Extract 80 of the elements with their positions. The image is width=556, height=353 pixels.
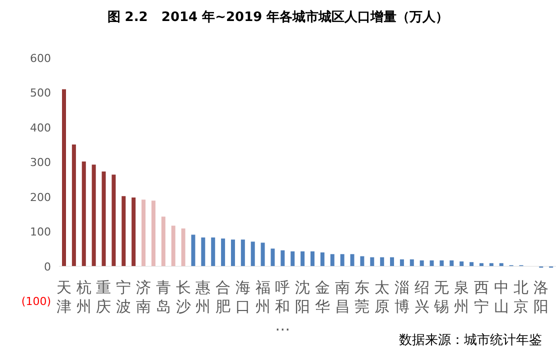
bar: [290, 251, 295, 266]
bar: [400, 259, 404, 266]
y-tick-label: 300: [30, 156, 51, 170]
y-tick-label: 500: [30, 86, 51, 100]
y-tick-label: (100): [21, 295, 51, 308]
bar: [250, 242, 255, 266]
bar: [360, 256, 364, 266]
bar: [489, 263, 494, 266]
bar: [171, 226, 176, 266]
x-tick-label: 无锡: [433, 278, 450, 316]
x-tick-label: 绍兴: [414, 278, 430, 316]
x-tick-label: 中山: [494, 278, 509, 316]
bar: [132, 198, 136, 266]
x-tick-label: 杭州: [75, 278, 92, 316]
bar: [221, 238, 226, 266]
x-tick-label: 呼和…: [275, 278, 290, 334]
x-tick-label: 海口: [235, 278, 250, 316]
chart-title: 图 2.2 2014 年~2019 年各城市城区人口增量（万人）: [106, 8, 450, 26]
bar: [370, 257, 374, 266]
x-tick-label: 重庆: [96, 278, 112, 316]
x-tick-label: 东莞: [354, 278, 370, 316]
source-note: 数据来源：城市统计年鉴: [399, 332, 542, 349]
bar: [340, 254, 344, 266]
x-tick-label: 惠州: [194, 278, 211, 316]
y-tick-label: 200: [30, 190, 51, 204]
y-tick-label: 100: [30, 226, 51, 239]
bar: [230, 240, 235, 266]
x-tick-label: 沈阳: [295, 278, 310, 316]
x-tick-label: 宁波: [116, 278, 132, 316]
x-tick-label: 长沙: [176, 278, 191, 316]
bar: [300, 251, 305, 266]
bar: [320, 252, 324, 266]
bar: [310, 251, 314, 266]
bar: [280, 250, 285, 266]
x-tick-label: 青岛: [156, 278, 171, 316]
bar: [440, 260, 444, 266]
bar: [62, 89, 66, 266]
bar: [460, 261, 464, 266]
bar: [240, 240, 245, 266]
bar: [499, 263, 504, 266]
x-tick-label: 金华: [314, 278, 330, 316]
bar: [112, 174, 116, 266]
bar: [122, 196, 126, 266]
x-tick-label: 合肥: [216, 278, 231, 316]
bar: [380, 257, 384, 266]
bar: [102, 172, 106, 266]
bar: [211, 237, 216, 266]
x-tick-label: 福州: [255, 278, 270, 316]
bar: [470, 262, 474, 266]
bar: [161, 216, 166, 266]
x-tick-label: 太原: [374, 278, 390, 316]
bar: [270, 248, 275, 266]
x-tick-label: 南昌: [334, 278, 350, 316]
bar: [330, 254, 334, 266]
y-tick-label: 600: [30, 52, 51, 65]
bar: [191, 234, 196, 266]
bar: [410, 259, 414, 266]
x-tick-label: 北京: [514, 278, 529, 316]
bar: [72, 144, 76, 266]
bar: [260, 242, 265, 266]
x-tick-label: 淄博: [394, 278, 410, 316]
y-tick-label: 0: [44, 260, 51, 274]
x-tick-label: 济南: [136, 278, 151, 316]
bar: [142, 200, 146, 266]
bar: [420, 260, 424, 266]
bar: [430, 260, 434, 266]
bar: [92, 164, 96, 266]
bar: [450, 260, 454, 266]
x-tick-label: 洛阳: [534, 278, 549, 316]
bar: [82, 161, 86, 266]
x-tick-label: 泉州: [454, 278, 470, 316]
bar: [181, 228, 186, 266]
bar: [479, 263, 484, 266]
bar: [151, 200, 156, 266]
x-tick-label: 天津: [56, 278, 72, 316]
bar: [201, 237, 206, 266]
x-tick-label: 西宁: [474, 278, 489, 316]
bar: [350, 254, 354, 266]
bar: [390, 257, 394, 266]
y-tick-label: 400: [30, 121, 51, 134]
